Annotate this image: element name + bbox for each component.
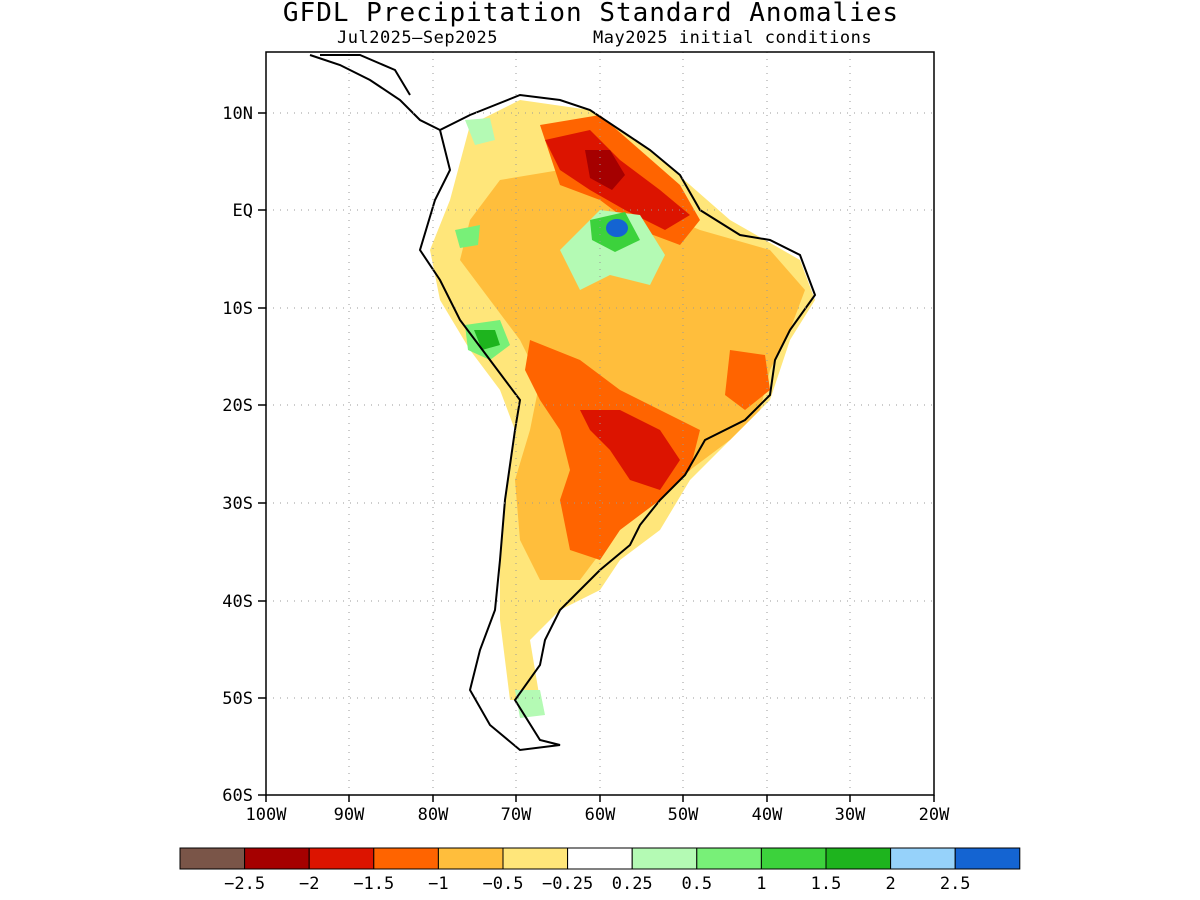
legend-label: −1: [428, 874, 448, 894]
legend-swatch: [890, 847, 956, 870]
legend-swatch: [631, 847, 698, 870]
lon-label-90w: 90W: [334, 805, 365, 825]
legend-label: −1.5: [353, 874, 394, 894]
map-title: GFDL Precipitation Standard Anomalies: [282, 0, 900, 28]
legend-swatch: [696, 847, 762, 870]
longitude-axis: 100W 90W 80W 70W 60W 50W 40W 30W 20W: [246, 795, 950, 825]
legend-swatches: [179, 847, 1021, 870]
anomaly-region-moderate: [460, 170, 805, 580]
lat-label-60s: 60S: [222, 786, 253, 806]
anomaly-region-wet-peru-core: [474, 330, 500, 350]
legend-label: −0.5: [483, 874, 524, 894]
central-america-coastline: [309, 54, 441, 131]
graticule: [266, 52, 934, 795]
legend-swatch: [179, 847, 246, 870]
anomaly-region-wet-ecuador: [455, 225, 480, 248]
south-america-coastline: [418, 93, 817, 752]
legend-labels: −2.5 −2 −1.5 −1 −0.5 −0.25 0.25 0.5 1 1.5 2 2.5: [224, 874, 970, 894]
anomaly-region-orange-east: [725, 350, 770, 410]
lat-label-20s: 20S: [222, 396, 253, 416]
legend-swatch: [244, 847, 310, 870]
color-legend: −2.5 −2 −1.5 −1 −0.5 −0.25 0.25 0.5 1 1.5 2 2.5: [179, 847, 1021, 894]
legend-label: −2.5: [224, 874, 265, 894]
legend-label: 2.5: [940, 874, 971, 894]
lon-label-70w: 70W: [501, 805, 532, 825]
lon-label-20w: 20W: [919, 805, 950, 825]
legend-swatch: [567, 847, 633, 870]
lon-label-100w: 100W: [246, 805, 288, 825]
legend-label: −0.25: [542, 874, 593, 894]
season-subtitle: Jul2025–Sep2025: [337, 28, 499, 48]
legend-swatch: [437, 847, 504, 870]
legend-swatch: [502, 847, 569, 870]
lon-label-50w: 50W: [668, 805, 699, 825]
initial-conditions-subtitle: May2025 initial conditions: [593, 28, 873, 48]
legend-label: 0.5: [681, 874, 712, 894]
lat-label-10n: 10N: [222, 104, 253, 124]
anomaly-region-wet-amazon-max: [606, 219, 628, 237]
lat-label-10s: 10S: [222, 299, 253, 319]
legend-label: 2: [885, 874, 895, 894]
legend-swatch: [373, 847, 439, 870]
anomaly-field: [430, 100, 815, 718]
legend-label: 0.25: [612, 874, 653, 894]
legend-label: −2: [299, 874, 319, 894]
anomaly-region-red-south: [580, 410, 680, 490]
legend-swatch: [825, 847, 892, 870]
lat-label-30s: 30S: [222, 494, 253, 514]
legend-label: 1: [756, 874, 766, 894]
legend-swatch: [760, 847, 827, 870]
anomaly-region-wet-colombia: [465, 118, 495, 145]
legend-swatch: [308, 847, 375, 870]
coastlines: [309, 54, 817, 752]
legend-swatch: [954, 847, 1021, 870]
anomaly-region-darkred-north: [585, 150, 625, 190]
lat-label-40s: 40S: [222, 592, 253, 612]
lat-label-eq: EQ: [233, 201, 253, 221]
latitude-axis: 10N EQ 10S 20S 30S 40S 50S 60S: [222, 104, 266, 806]
lon-label-30w: 30W: [835, 805, 866, 825]
lon-label-40w: 40W: [752, 805, 783, 825]
lon-label-80w: 80W: [418, 805, 449, 825]
lat-label-50s: 50S: [222, 689, 253, 709]
lon-label-60w: 60W: [585, 805, 616, 825]
legend-label: 1.5: [811, 874, 842, 894]
